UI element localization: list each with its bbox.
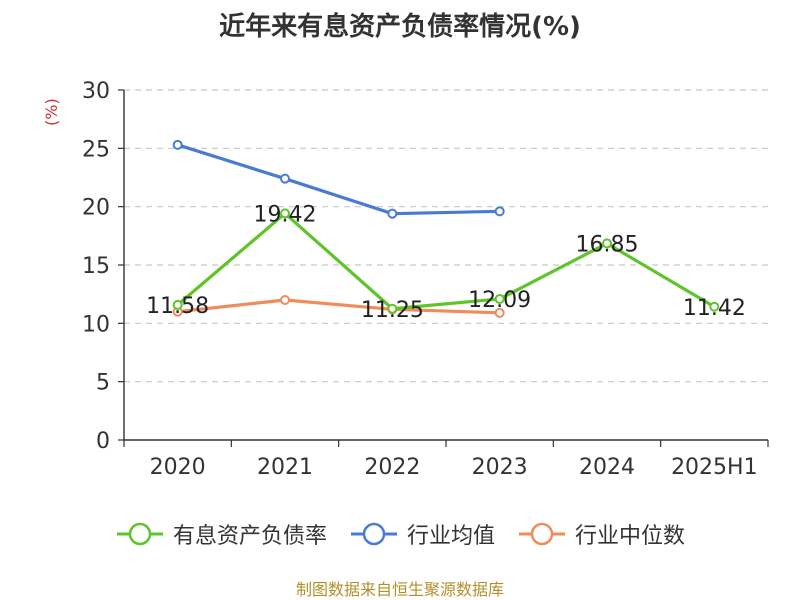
data-point <box>602 238 612 249</box>
data-point <box>172 299 183 310</box>
data-label: 11.25 <box>361 298 424 323</box>
y-tick-label: 5 <box>96 371 110 396</box>
legend-label: 行业均值 <box>406 524 495 549</box>
y-tick-label: 20 <box>82 196 110 221</box>
data-point <box>280 208 290 219</box>
y-tick-label: 30 <box>82 79 110 104</box>
x-tick-label: 2023 <box>472 455 528 480</box>
legend-label: 行业中位数 <box>575 524 686 549</box>
series-line <box>177 143 500 216</box>
y-tick-label: 0 <box>96 429 110 454</box>
data-point <box>280 173 290 184</box>
legend-item[interactable]: 行业中位数 <box>517 518 685 550</box>
chart-title: 近年来有息资产负债率情况(%) <box>219 12 581 42</box>
legend-item[interactable]: 有息资产负债率 <box>115 518 327 550</box>
y-tick-label: 25 <box>82 137 110 162</box>
data-label: 19.42 <box>254 202 317 227</box>
legend-marker <box>116 522 163 546</box>
data-point <box>172 139 183 150</box>
x-tick-label: 2022 <box>364 455 420 480</box>
data-label: 16.85 <box>576 232 639 257</box>
series-line <box>176 211 716 311</box>
series-line <box>177 298 500 315</box>
data-point <box>494 307 505 318</box>
data-label: 11.58 <box>146 294 209 319</box>
data-label: 11.42 <box>683 296 746 321</box>
legend-marker <box>519 522 565 546</box>
x-tick-label: 2024 <box>579 455 635 480</box>
data-point <box>494 293 505 304</box>
x-tick-label: 2020 <box>150 455 206 480</box>
data-label: 12.09 <box>468 288 531 313</box>
legend-circle <box>128 522 152 546</box>
data-point <box>280 295 290 305</box>
data-point <box>494 206 505 217</box>
x-tick-label: 2021 <box>257 455 313 480</box>
legend-item[interactable]: 行业均值 <box>349 518 495 550</box>
y-tick-label: 10 <box>82 312 110 337</box>
data-point <box>387 303 398 314</box>
legend: 有息资产负债率 行业均值 行业中位数 <box>0 518 800 550</box>
legend-label: 有息资产负债率 <box>172 524 327 549</box>
data-point <box>709 301 720 312</box>
source-footer: 制图数据来自恒生聚源数据库 <box>295 580 504 599</box>
y-tick-label: 15 <box>82 254 110 279</box>
legend-circle <box>362 522 386 546</box>
legend-circle <box>530 522 554 546</box>
x-tick-label: 2025H1 <box>671 455 758 480</box>
data-point <box>387 208 398 219</box>
legend-marker <box>350 522 397 546</box>
